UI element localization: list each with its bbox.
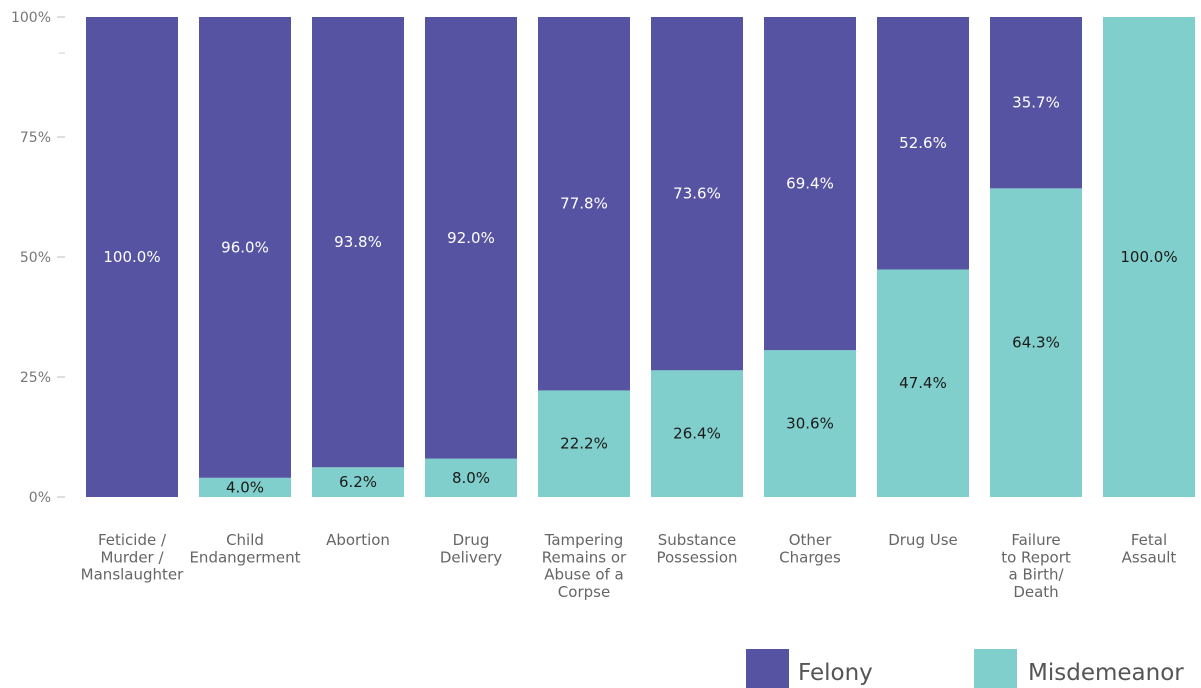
bar-segment-misdemeanor xyxy=(990,188,1082,498)
bar-segment-misdemeanor xyxy=(877,269,969,497)
value-label-misdemeanor: 26.4% xyxy=(673,425,721,443)
category-label: Child Endangerment xyxy=(189,531,300,566)
legend-label: Felony xyxy=(798,660,873,686)
category-label: Tampering Remains or Abuse of a Corpse xyxy=(542,531,627,601)
bar-segment-felony xyxy=(312,17,404,468)
value-label-misdemeanor: 4.0% xyxy=(226,478,264,496)
bar-segment-felony xyxy=(764,17,856,351)
value-label-felony: 100.0% xyxy=(103,248,160,266)
y-tick-label: 25% xyxy=(20,370,51,386)
value-label-misdemeanor: 30.6% xyxy=(786,415,834,433)
bar-segment-misdemeanor xyxy=(199,477,291,497)
y-tick-label: 100% xyxy=(11,10,51,26)
legend: Felony Misdemeanor xyxy=(746,649,1184,688)
legend-swatch xyxy=(746,649,789,688)
y-tick-label: 50% xyxy=(20,250,51,266)
bar-segment-misdemeanor xyxy=(538,390,630,497)
bar-segment-felony xyxy=(538,17,630,391)
value-label-misdemeanor: 22.2% xyxy=(560,435,608,453)
category-label: Feticide / Murder / Manslaughter xyxy=(81,531,184,584)
value-label-felony: 96.0% xyxy=(221,238,269,256)
bar-segment-misdemeanor xyxy=(312,467,404,497)
bar-segment-felony xyxy=(425,17,517,459)
bar-segment-felony xyxy=(86,17,178,497)
value-label-felony: 35.7% xyxy=(1012,94,1060,112)
bar-segment-misdemeanor xyxy=(764,350,856,497)
category-label: Drug Use xyxy=(888,531,958,549)
value-label-misdemeanor: 8.0% xyxy=(452,469,490,487)
value-label-misdemeanor: 47.4% xyxy=(899,374,947,392)
y-tick-label: 75% xyxy=(20,130,51,146)
bar-segment-misdemeanor xyxy=(1103,17,1195,497)
category-label: Substance Possession xyxy=(656,531,737,566)
value-label-misdemeanor: 100.0% xyxy=(1120,248,1177,266)
value-labels: 100.0% 4.0% 96.0% 6.2% 93.8% 8.0% 92.0% 22.2% 77… xyxy=(103,94,1177,497)
legend-swatch xyxy=(974,649,1017,688)
value-label-felony: 77.8% xyxy=(560,195,608,213)
value-label-felony: 92.0% xyxy=(447,229,495,247)
value-label-felony: 69.4% xyxy=(786,175,834,193)
category-label: Drug Delivery xyxy=(440,531,502,566)
bar-segment-misdemeanor xyxy=(425,458,517,497)
bar-segment-misdemeanor xyxy=(651,370,743,497)
category-label: Other Charges xyxy=(779,531,841,566)
category-label: Abortion xyxy=(326,531,390,549)
bar-segment-felony xyxy=(877,17,969,270)
y-axis: 0% 25% 50% 75% 100% xyxy=(11,10,65,506)
category-label: Fetal Assault xyxy=(1122,531,1177,566)
legend-label: Misdemeanor xyxy=(1028,660,1184,686)
category-label: Failure to Report a Birth/Death xyxy=(1001,531,1071,601)
value-label-felony: 73.6% xyxy=(673,185,721,203)
bars xyxy=(86,17,1195,498)
value-label-misdemeanor: 6.2% xyxy=(339,473,377,491)
value-label-misdemeanor: 64.3% xyxy=(1012,334,1060,352)
value-label-felony: 93.8% xyxy=(334,233,382,251)
y-tick-label: 0% xyxy=(29,490,51,506)
bar-segment-felony xyxy=(651,17,743,371)
bar-segment-felony xyxy=(990,17,1082,189)
value-label-felony: 52.6% xyxy=(899,134,947,152)
bar-segment-felony xyxy=(199,17,291,478)
